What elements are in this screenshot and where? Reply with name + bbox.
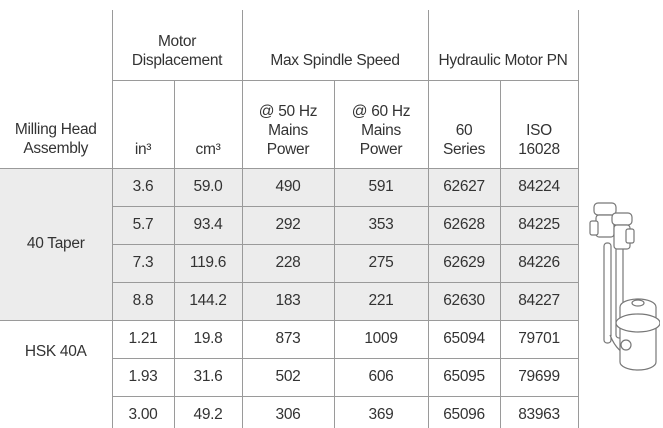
data-cell: 5.7 bbox=[112, 206, 174, 244]
data-cell: 144.2 bbox=[174, 282, 242, 320]
data-cell: 79701 bbox=[500, 320, 578, 358]
data-cell: 79699 bbox=[500, 358, 578, 396]
data-cell: 31.6 bbox=[174, 358, 242, 396]
data-cell: 49.2 bbox=[174, 396, 242, 428]
data-cell: 306 bbox=[242, 396, 334, 428]
subheader-cell: ISO 16028 bbox=[500, 80, 578, 168]
subheader-cell: 60 Series bbox=[428, 80, 500, 168]
data-cell: 62627 bbox=[428, 168, 500, 206]
header-cell: Hydraulic Motor PN bbox=[428, 10, 578, 80]
data-cell: 1009 bbox=[334, 320, 428, 358]
data-cell: 93.4 bbox=[174, 206, 242, 244]
data-cell: 84224 bbox=[500, 168, 578, 206]
data-cell: 65095 bbox=[428, 358, 500, 396]
header-cell: Max Spindle Speed bbox=[242, 10, 428, 80]
data-cell: 8.8 bbox=[112, 282, 174, 320]
data-cell: 369 bbox=[334, 396, 428, 428]
data-cell: 62630 bbox=[428, 282, 500, 320]
spec-table: Milling Head Assembly Motor Displacement… bbox=[0, 10, 579, 428]
data-cell: 873 bbox=[242, 320, 334, 358]
data-cell: 59.0 bbox=[174, 168, 242, 206]
subheader-cell: cm³ bbox=[174, 80, 242, 168]
data-cell: 490 bbox=[242, 168, 334, 206]
data-cell: 1.21 bbox=[112, 320, 174, 358]
pump-illustration bbox=[582, 195, 660, 390]
data-cell: 119.6 bbox=[174, 244, 242, 282]
data-cell: 65096 bbox=[428, 396, 500, 428]
header-cell: Motor Displacement bbox=[112, 10, 242, 80]
data-cell: 183 bbox=[242, 282, 334, 320]
header-row: Milling Head Assembly Motor Displacement… bbox=[0, 10, 578, 80]
page: Milling Head Assembly Motor Displacement… bbox=[0, 0, 663, 428]
header-cell: Milling Head Assembly bbox=[0, 10, 112, 168]
data-cell: 62629 bbox=[428, 244, 500, 282]
data-cell: 62628 bbox=[428, 206, 500, 244]
data-cell: 3.6 bbox=[112, 168, 174, 206]
data-cell: 83963 bbox=[500, 396, 578, 428]
data-cell: 606 bbox=[334, 358, 428, 396]
data-cell: 502 bbox=[242, 358, 334, 396]
subheader-cell: @ 60 Hz Mains Power bbox=[334, 80, 428, 168]
data-cell: 84226 bbox=[500, 244, 578, 282]
data-cell: 221 bbox=[334, 282, 428, 320]
data-cell: 228 bbox=[242, 244, 334, 282]
data-cell: 84225 bbox=[500, 206, 578, 244]
data-cell: 353 bbox=[334, 206, 428, 244]
group-cell: HSK 40A bbox=[0, 320, 112, 428]
data-cell: 1.93 bbox=[112, 358, 174, 396]
data-cell: 65094 bbox=[428, 320, 500, 358]
data-cell: 275 bbox=[334, 244, 428, 282]
group-cell: 40 Taper bbox=[0, 168, 112, 320]
subheader-cell: in³ bbox=[112, 80, 174, 168]
data-cell: 3.00 bbox=[112, 396, 174, 428]
data-cell: 7.3 bbox=[112, 244, 174, 282]
data-cell: 292 bbox=[242, 206, 334, 244]
data-cell: 591 bbox=[334, 168, 428, 206]
data-cell: 19.8 bbox=[174, 320, 242, 358]
data-cell: 84227 bbox=[500, 282, 578, 320]
subheader-cell: @ 50 Hz Mains Power bbox=[242, 80, 334, 168]
